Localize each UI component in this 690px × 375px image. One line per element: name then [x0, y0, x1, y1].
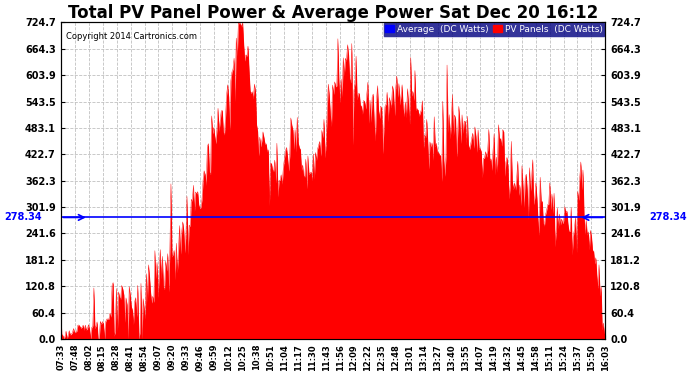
Text: 278.34: 278.34 — [4, 212, 41, 222]
Legend: Average  (DC Watts), PV Panels  (DC Watts): Average (DC Watts), PV Panels (DC Watts) — [382, 22, 605, 37]
Title: Total PV Panel Power & Average Power Sat Dec 20 16:12: Total PV Panel Power & Average Power Sat… — [68, 4, 598, 22]
Text: 278.34: 278.34 — [649, 212, 687, 222]
Text: Copyright 2014 Cartronics.com: Copyright 2014 Cartronics.com — [66, 32, 197, 41]
